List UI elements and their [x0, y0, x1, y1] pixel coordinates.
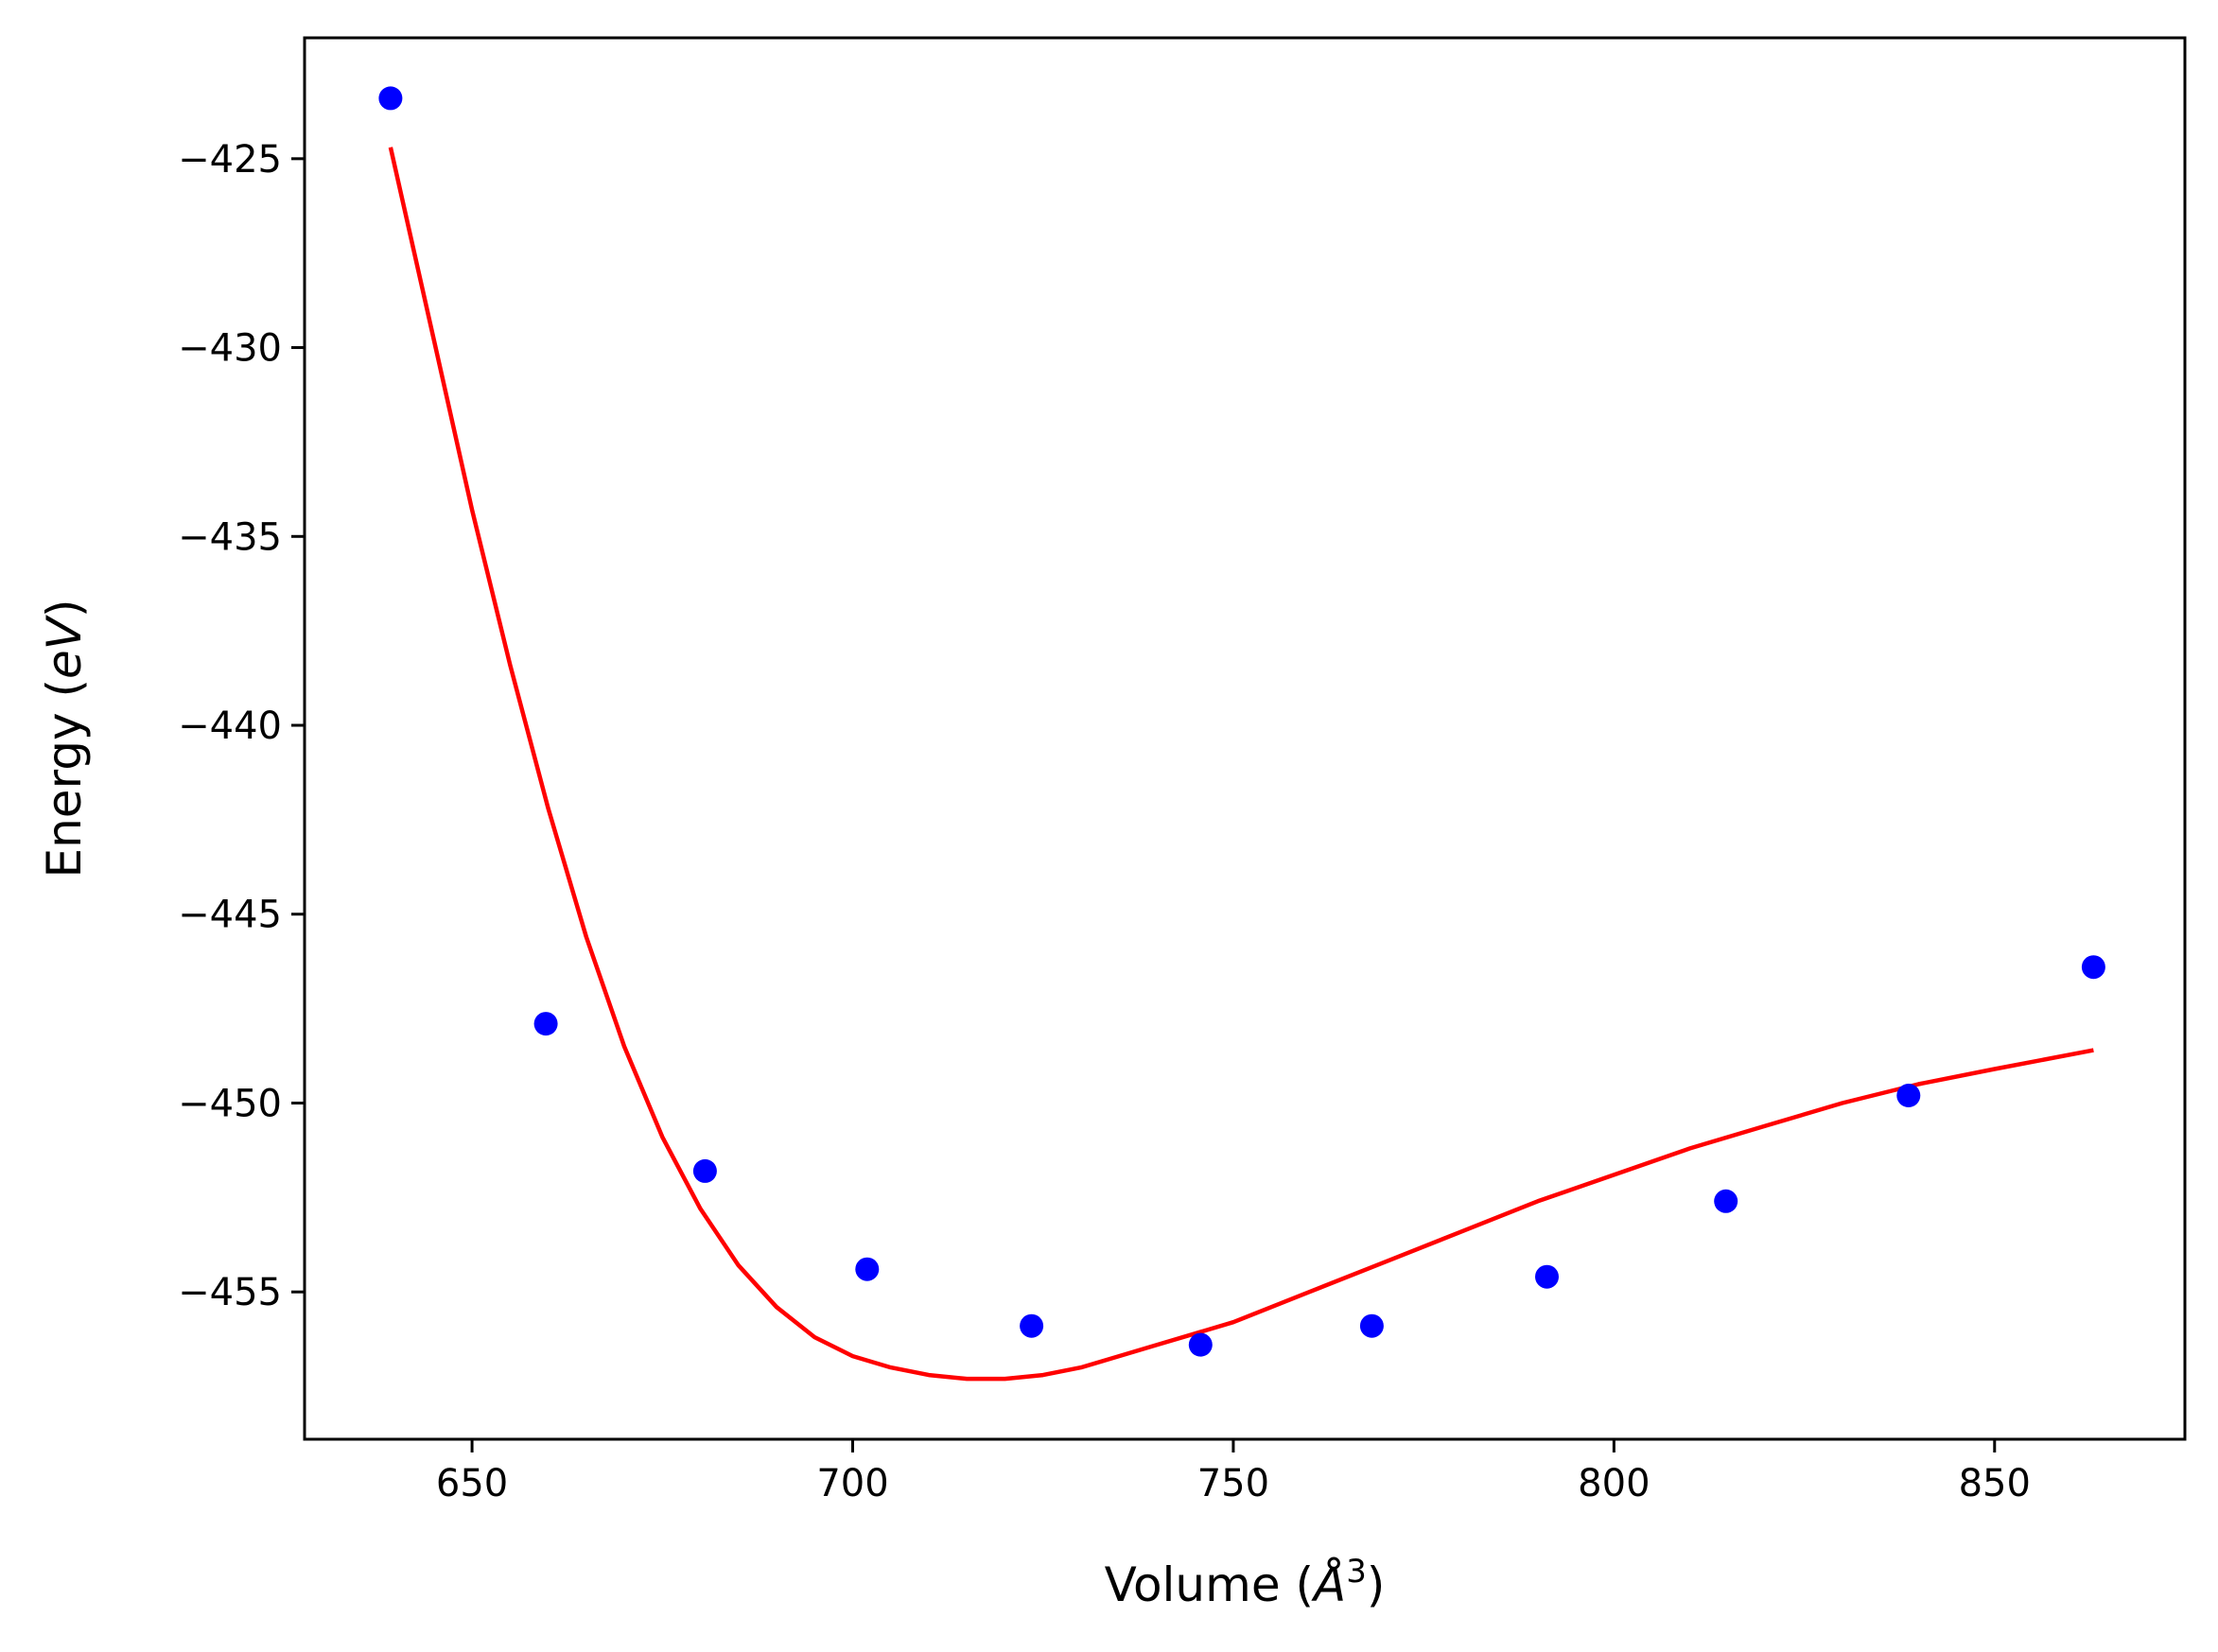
data-point-4 [855, 1257, 880, 1281]
y-axis-label-open: ( [37, 679, 92, 712]
x-axis-label: Volume (Å3) [1105, 1553, 1386, 1612]
y-tick-label--425: −425 [178, 138, 282, 182]
y-tick-label--440: −440 [178, 704, 282, 748]
fit-curve-line [388, 147, 2094, 1382]
x-axis-unit-exponent: 3 [1346, 1553, 1367, 1591]
data-point-2 [533, 1012, 558, 1036]
y-axis-label-text: Energy [37, 712, 92, 878]
data-point-6 [1188, 1332, 1213, 1357]
x-axis-unit: Å [1311, 1557, 1346, 1612]
y-axis-label: Energy (eV) [37, 600, 92, 878]
data-point-7 [1359, 1313, 1384, 1338]
fit-curve-layer [388, 147, 2094, 1382]
x-axis-label-text: Volume [1105, 1557, 1281, 1612]
x-tick-label-800: 800 [1578, 1462, 1650, 1505]
data-point-1 [378, 86, 403, 111]
x-axis-label-open: ( [1281, 1557, 1314, 1612]
data-point-8 [1535, 1264, 1559, 1289]
data-point-11 [2081, 955, 2105, 980]
y-axis-ticks: −425 −430 −435 −440 −445 −450 −455 [178, 138, 305, 1314]
data-point-9 [1714, 1189, 1738, 1213]
data-points-layer [378, 86, 2105, 1357]
x-axis-label-close: ) [1367, 1557, 1386, 1612]
x-tick-label-700: 700 [816, 1462, 888, 1505]
x-axis-ticks: 650 700 750 800 850 [436, 1439, 2031, 1505]
y-tick-label--450: −450 [178, 1082, 282, 1125]
y-axis-label-close: ) [37, 600, 92, 618]
data-point-10 [1896, 1084, 1921, 1107]
y-tick-label--435: −435 [178, 515, 282, 559]
y-tick-label--445: −445 [178, 894, 282, 937]
y-tick-label--430: −430 [178, 327, 282, 371]
x-tick-label-650: 650 [436, 1462, 508, 1505]
y-tick-label--455: −455 [178, 1271, 282, 1314]
x-tick-label-850: 850 [1959, 1462, 2031, 1505]
data-point-5 [1020, 1313, 1044, 1338]
plot-frame [303, 36, 2187, 1441]
data-point-3 [692, 1158, 717, 1183]
y-axis-unit: eV [37, 614, 92, 679]
x-tick-label-750: 750 [1197, 1462, 1269, 1505]
